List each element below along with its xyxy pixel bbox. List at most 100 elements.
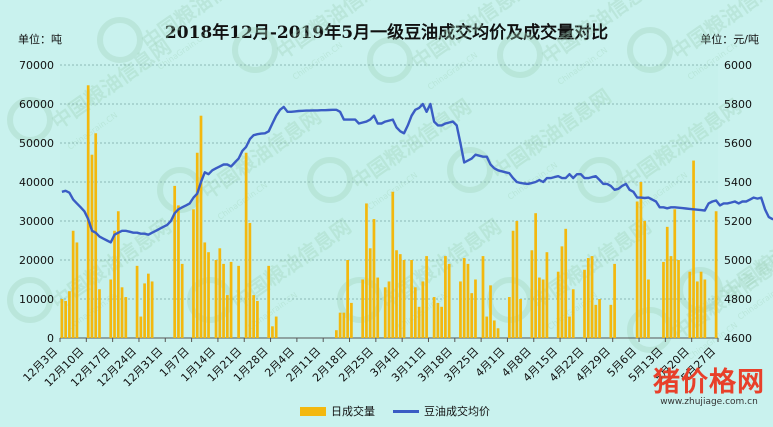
chart-title: 2018年12月-2019年5月一级豆油成交均价及成交量对比 — [164, 23, 609, 43]
volume-bar — [350, 302, 353, 338]
left-axis-tick-label: 40000 — [19, 176, 54, 189]
right-axis-tick-label: 5800 — [724, 98, 752, 111]
volume-bar — [398, 254, 402, 338]
volume-bar — [586, 258, 590, 338]
volume-bar — [556, 271, 560, 338]
volume-bar — [135, 265, 139, 338]
volume-bar — [116, 211, 120, 338]
volume-bar — [98, 289, 101, 338]
volume-bar — [481, 256, 485, 338]
volume-bar — [432, 297, 436, 338]
volume-bar — [564, 228, 568, 338]
volume-bar — [372, 219, 376, 338]
volume-bar — [496, 328, 500, 338]
volume-bar — [613, 263, 616, 338]
volume-bar — [583, 269, 586, 338]
volume-bar — [571, 289, 575, 338]
watermark-logo-icon — [627, 27, 673, 73]
volume-bar — [541, 279, 545, 338]
volume-bar — [203, 242, 207, 338]
volume-bar — [466, 263, 470, 338]
left-axis-tick-label: 60000 — [19, 98, 54, 111]
volume-bar — [594, 304, 598, 338]
watermark-logo-icon — [577, 157, 623, 203]
volume-bar — [143, 283, 146, 338]
volume-bar — [68, 291, 71, 338]
volume-bar — [94, 133, 98, 338]
price-line — [61, 102, 773, 244]
volume-bar — [474, 279, 477, 338]
volume-bar — [530, 250, 534, 338]
left-axis-tick-label: 50000 — [19, 137, 54, 150]
left-axis-tick-label: 0 — [47, 332, 54, 345]
volume-bar — [417, 306, 421, 338]
volume-bar — [410, 260, 413, 338]
volume-bar — [177, 205, 180, 338]
volume-bar — [534, 213, 537, 338]
watermark-logo-icon — [7, 97, 53, 143]
volume-bar — [109, 279, 113, 338]
volume-bar — [120, 287, 124, 338]
volume-bar — [695, 281, 699, 338]
volume-bar — [413, 287, 417, 338]
volume-bar — [192, 209, 195, 338]
right-axis-tick-label: 6000 — [724, 59, 752, 72]
volume-bar — [274, 316, 278, 338]
volume-bar — [635, 201, 639, 338]
right-axis-tick-label: 4600 — [724, 332, 752, 345]
volume-bar — [459, 281, 462, 338]
volume-bar — [545, 252, 549, 338]
watermark-logo-icon — [447, 147, 493, 193]
right-axis-unit: 单位：元/吨 — [700, 33, 759, 46]
volume-bar — [688, 271, 692, 338]
volume-bar — [425, 256, 428, 338]
volume-bar — [447, 263, 451, 338]
volume-bar — [267, 265, 271, 338]
volume-bar — [677, 260, 680, 338]
left-axis-tick-label: 70000 — [19, 59, 54, 72]
watermark-text: 中国粮油信息网 — [272, 0, 400, 64]
volume-bar — [342, 312, 346, 338]
watermark-text: 中国粮油信息网 — [537, 0, 665, 69]
volume-bar — [335, 330, 338, 338]
volume-bar — [199, 115, 203, 338]
site-logo: 猪价格网 — [653, 367, 765, 398]
volume-bar — [489, 285, 492, 338]
volume-bar — [214, 260, 218, 338]
volume-bar — [515, 221, 519, 338]
volume-bar — [391, 191, 395, 338]
volume-bar — [139, 316, 143, 338]
volume-bar — [538, 277, 541, 338]
volume-bar — [673, 209, 677, 338]
watermark-text: 中国粮油信息网 — [137, 0, 265, 54]
site-watermark: 猪价格网 www.zhujiage.com.cn — [653, 360, 765, 407]
volume-bar — [609, 304, 613, 338]
volume-bar — [462, 258, 466, 338]
volume-bar — [229, 261, 233, 338]
right-axis-tick-label: 4800 — [724, 293, 752, 306]
volume-bar — [568, 316, 571, 338]
volume-bar — [64, 300, 67, 338]
left-axis-unit: 单位：吨 — [18, 33, 62, 46]
volume-bar — [113, 230, 116, 338]
volume-bar — [436, 302, 440, 338]
legend-line-label: 豆油成交均价 — [424, 405, 490, 418]
volume-bar — [560, 246, 564, 338]
volume-bar — [124, 297, 128, 338]
volume-bar — [244, 152, 248, 338]
volume-bar — [75, 242, 79, 338]
site-url: www.zhujiage.com.cn — [660, 397, 758, 407]
volume-bar — [440, 306, 443, 338]
volume-bar — [256, 300, 259, 338]
volume-bar — [639, 182, 643, 338]
volume-bar — [368, 248, 372, 338]
volume-bar — [662, 261, 665, 338]
volume-bar — [699, 271, 703, 338]
volume-bar — [60, 299, 64, 338]
volume-bar — [338, 312, 342, 338]
volume-bar — [86, 85, 90, 338]
volume-bar — [402, 260, 406, 338]
volume-bar — [361, 279, 365, 338]
volume-bar — [669, 256, 673, 338]
